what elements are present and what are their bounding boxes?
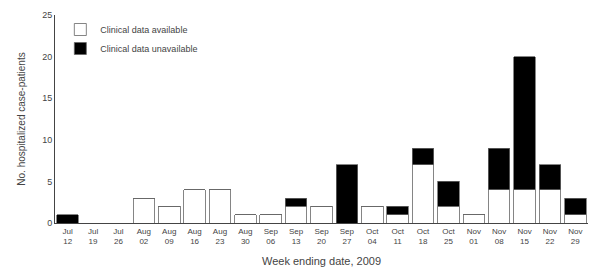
svg-text:0: 0 [47,218,52,228]
svg-text:Sep06: Sep06 [264,227,279,246]
svg-text:Nov15: Nov15 [517,227,531,246]
svg-text:Sep20: Sep20 [314,227,329,246]
svg-text:Oct25: Oct25 [442,227,455,246]
svg-text:Oct18: Oct18 [417,227,430,246]
svg-text:Sep13: Sep13 [289,227,304,246]
svg-text:20: 20 [42,52,52,62]
svg-text:Nov01: Nov01 [467,227,481,246]
svg-text:15: 15 [42,93,52,103]
svg-text:Aug23: Aug23 [213,227,227,246]
svg-text:Jul12: Jul12 [63,227,73,246]
svg-text:Clinical data available: Clinical data available [100,25,187,35]
svg-text:Oct04: Oct04 [366,227,379,246]
svg-text:Aug16: Aug16 [187,227,201,246]
svg-text:Nov08: Nov08 [492,227,506,246]
svg-text:No. hospitalized case-patients: No. hospitalized case-patients [16,52,27,185]
svg-text:Week ending date, 2009: Week ending date, 2009 [262,255,381,267]
svg-text:Jul19: Jul19 [88,227,98,246]
svg-text:Jul26: Jul26 [113,227,123,246]
svg-text:Clinical data unavailable: Clinical data unavailable [100,44,197,54]
svg-text:Nov22: Nov22 [543,227,557,246]
svg-text:Aug30: Aug30 [238,227,252,246]
svg-text:Aug02: Aug02 [137,227,151,246]
svg-text:Nov29: Nov29 [568,227,582,246]
svg-text:5: 5 [47,177,52,187]
svg-text:25: 25 [42,10,52,20]
svg-text:10: 10 [42,135,52,145]
svg-text:Oct11: Oct11 [391,227,404,246]
svg-text:Sep27: Sep27 [340,227,355,246]
svg-text:Aug09: Aug09 [162,227,176,246]
